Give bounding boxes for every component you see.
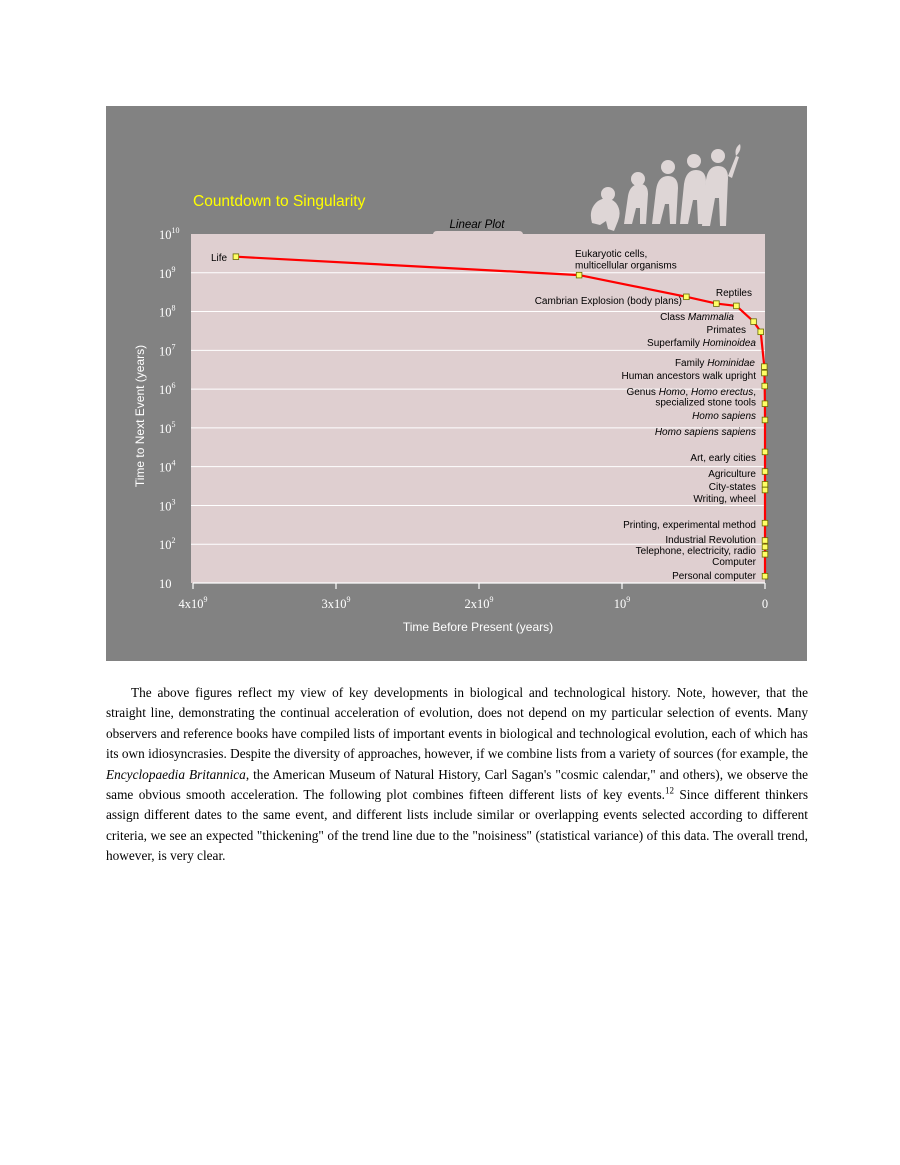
data-point [761,486,769,494]
data-point [750,318,757,325]
data-label: Genus Homo, Homo erectus, specialized sto… [626,387,756,409]
evolution-of-man-silhouettes-icon [590,144,741,231]
body-text-part-1: The above figures reflect my view of key… [106,685,808,762]
figure: Countdown to Singularity Linear Plot 10 1… [106,106,807,661]
x-axis-label: Time Before Present (years) [403,620,553,634]
footnote-ref: 12 [664,785,674,796]
body-text-part-2: , the American Museum of Natural History… [106,766,808,803]
data-label: Superfamily Hominoidea [647,338,756,349]
data-label: Cambrian Explosion (body plans) [535,296,682,307]
plot-tab-label: Linear Plot [450,219,506,231]
data-point [761,551,769,558]
data-point [757,328,764,336]
data-labels: Life Eukaryotic cells, multicellular organ… [211,249,757,582]
data-point [761,572,769,580]
data-point [761,519,769,527]
body-text-italic: Encyclopaedia Britannica [106,766,246,782]
y-tick-label: 103 [159,497,176,513]
data-label: Primates [707,325,746,336]
data-label: Class Mammalia [660,312,734,323]
data-points [232,253,769,580]
data-point [733,302,740,310]
x-axis: 4x109 3x109 2x109 109 0 [179,582,768,611]
data-label: Human ancestors walk upright [621,371,756,382]
data-label: Family Hominidae [675,358,755,369]
y-tick-label: 107 [159,342,176,358]
data-label: Computer [712,557,757,568]
data-point [761,416,769,424]
data-label: Homo sapiens sapiens [655,427,756,438]
data-label: Art, early cities [690,453,756,464]
y-tick-label: 109 [159,265,176,281]
y-axis-label: Time to Next Event (years) [133,345,147,487]
data-point [232,253,240,260]
y-tick-label: 106 [159,381,176,397]
body-paragraph: The above figures reflect my view of key… [106,683,808,867]
data-label: Industrial Revolution [665,535,756,546]
data-point [761,448,769,456]
chart-title: Countdown to Singularity [193,193,366,210]
data-label: Printing, experimental method [623,520,756,531]
data-point [761,369,768,377]
data-point [761,382,768,390]
y-tick-label: 102 [159,536,176,552]
data-point [761,363,768,370]
x-tick-label: 4x109 [179,595,208,611]
data-label: Personal computer [672,571,757,582]
x-tick-label: 0 [762,597,768,611]
data-label: Homo sapiens [692,411,756,422]
body-text-part-3: Since different thinkers assign differen… [106,787,808,864]
y-tick-label: 105 [159,420,176,436]
data-point [713,300,720,307]
y-tick-label: 104 [159,459,176,475]
data-label: Reptiles [716,288,752,299]
data-point [683,293,690,301]
data-label: Telephone, electricity, radio [636,546,757,557]
y-tick-label: 1010 [159,226,180,242]
x-tick-label: 109 [614,595,631,611]
chart: Countdown to Singularity Linear Plot 101… [133,144,769,634]
y-tick-label: 108 [159,304,176,320]
y-tick-label: 10 [159,577,172,591]
plot-area [191,234,765,583]
grid-lines [191,272,765,545]
data-label: Life [211,253,228,264]
x-tick-label: 3x109 [322,595,351,611]
y-axis: 10 102 103 104 105 106 107 108 109 1010 [159,226,180,591]
data-label: City-states [709,482,756,493]
x-tick-label: 2x109 [465,595,494,611]
data-point [761,543,769,551]
data-label: Eukaryotic cells, multicellular organisms [575,249,677,272]
data-point [761,400,769,407]
data-point [761,468,769,475]
data-point [575,271,583,279]
data-point [761,481,769,488]
data-label: Agriculture [708,469,756,480]
data-label: Writing, wheel [693,494,756,505]
data-point [761,537,769,544]
